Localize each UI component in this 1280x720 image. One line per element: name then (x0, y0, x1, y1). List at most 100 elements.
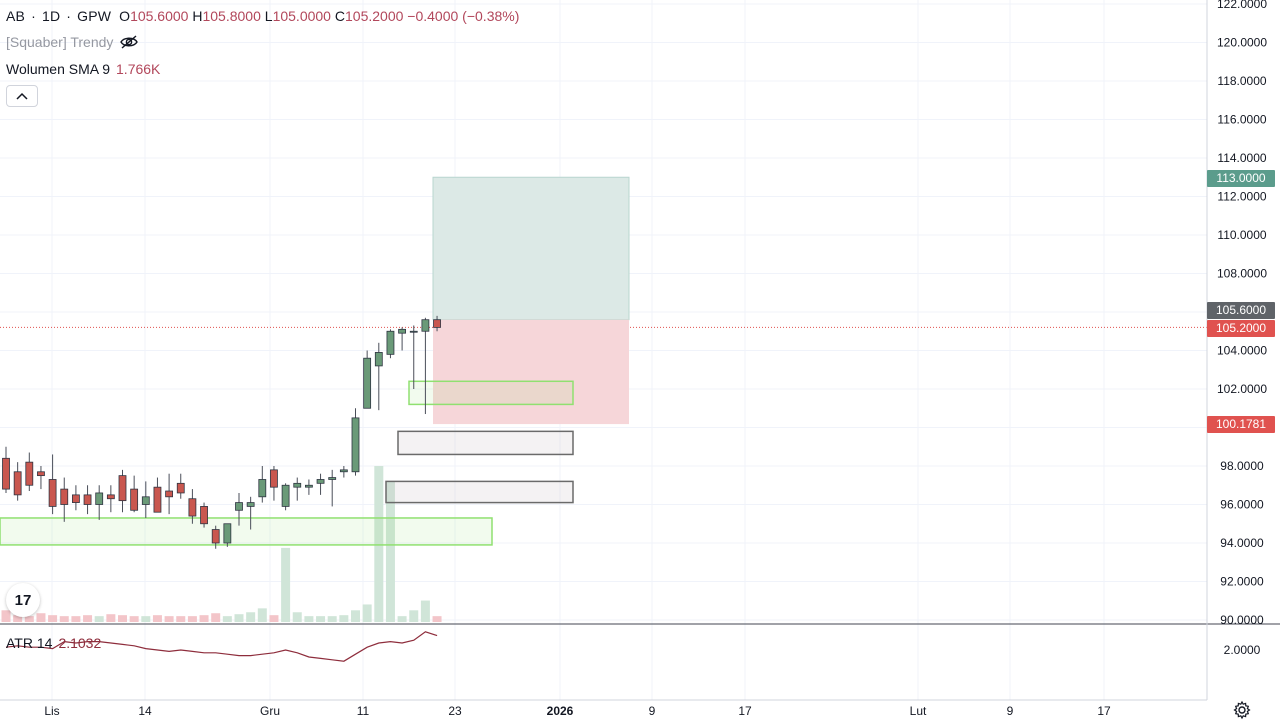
price-tick-label: 120.0000 (1217, 36, 1267, 50)
atr-legend[interactable]: ATR 14 2.1032 (6, 635, 101, 651)
price-tick-label: 114.0000 (1217, 151, 1266, 165)
symbol-name[interactable]: AB (6, 8, 26, 24)
long-position-tool[interactable] (432, 176, 630, 425)
support-zone (0, 517, 493, 546)
indicator-name: [Squaber] Trendy (6, 34, 114, 50)
time-tick-label: 2026 (547, 704, 574, 718)
candle-body (25, 461, 34, 486)
candlestick-series (2, 315, 441, 549)
volume-bar (36, 613, 46, 622)
candle-body (37, 471, 45, 477)
candle-body (293, 482, 302, 488)
candle-body (386, 330, 395, 355)
volume-bar (211, 613, 221, 622)
price-tick-label: 92.0000 (1220, 575, 1264, 589)
candle-body (72, 494, 80, 503)
candle-body (106, 494, 115, 500)
volume-bars (1, 466, 442, 622)
volume-bar (257, 608, 267, 622)
volume-bar (118, 615, 127, 622)
price-axis[interactable]: 122.0000 120.0000 118.0000 116.0000 114.0000… (1206, 0, 1267, 700)
volume-bar (409, 610, 419, 622)
zone-boxes[interactable] (0, 380, 574, 546)
candle-body (223, 523, 232, 544)
timeframe[interactable]: 1D (41, 8, 61, 24)
collapse-legend-button[interactable] (6, 85, 38, 107)
settings-gear-icon[interactable] (1232, 700, 1252, 720)
volume-bar (94, 616, 104, 622)
volume-bar (432, 616, 442, 622)
candle-body (374, 352, 383, 367)
indicator-legend-trendy[interactable]: [Squaber] Trendy (6, 34, 139, 50)
atr-tick-label: 2.0000 (1224, 643, 1261, 657)
time-tick-label: Lis (44, 704, 59, 718)
time-tick-label: 9 (1007, 704, 1014, 718)
candle-body (235, 502, 243, 511)
candle-body (398, 328, 407, 334)
volume-bar (187, 616, 197, 622)
high-key: H (192, 8, 203, 24)
indicator-value: 1.766K (116, 61, 161, 77)
volume-bar (304, 616, 314, 622)
time-tick-label: Gru (260, 704, 280, 718)
atr-line (5, 631, 438, 662)
neutral-zone (385, 480, 574, 504)
candle-body (2, 457, 10, 490)
time-axis[interactable]: Lis 14 Gru 11 23 2026 9 17 Lut 9 17 (0, 699, 1207, 718)
volume-bar (83, 615, 93, 622)
volume-bar (397, 616, 407, 622)
volume-bar (316, 616, 326, 622)
candle-body (258, 479, 267, 498)
candle-body (153, 486, 162, 513)
volume-bar (106, 614, 116, 622)
volume-bar (362, 604, 372, 622)
candle-body (351, 417, 360, 473)
volume-bar (71, 616, 81, 622)
price-tick-label: 90.0000 (1220, 613, 1264, 627)
candle-body (141, 496, 150, 505)
volume-bar (129, 616, 139, 622)
target-zone (432, 176, 630, 321)
time-tick-label: 17 (738, 704, 752, 718)
time-tick-label: 17 (1097, 704, 1111, 718)
tradingview-logo[interactable]: 17 (6, 583, 40, 617)
candle-body (409, 330, 418, 333)
volume-bar (152, 615, 162, 622)
candle-body (200, 506, 208, 525)
indicator-legend-volume[interactable]: Wolumen SMA 9 1.766K (6, 61, 160, 77)
price-tick-label: 118.0000 (1217, 74, 1266, 88)
volume-bar (281, 547, 291, 622)
open-price-badge: 105.6000 (1207, 302, 1275, 319)
price-tick-label: 110.0000 (1217, 228, 1266, 242)
change-value: −0.4000 (−0.38%) (407, 8, 520, 24)
price-tick-label: 104.0000 (1217, 344, 1267, 358)
candle-body (421, 319, 430, 332)
separator-dot: · (31, 8, 36, 24)
volume-bar (59, 616, 69, 622)
atr-name: ATR 14 (6, 635, 53, 651)
volume-bar (327, 616, 337, 622)
eye-hidden-icon[interactable] (119, 34, 139, 50)
candle-body (60, 488, 69, 505)
candle-body (270, 469, 278, 488)
indicator-name: Wolumen SMA 9 (6, 61, 111, 77)
candle-body (48, 479, 57, 507)
volume-bar (176, 616, 186, 622)
candle-body (13, 471, 22, 496)
price-tick-label: 102.0000 (1217, 382, 1267, 396)
price-tick-label: 116.0000 (1217, 113, 1266, 127)
open-key: O (119, 8, 131, 24)
candle-body (95, 492, 104, 505)
volume-bar (13, 615, 23, 622)
volume-bar (1, 610, 11, 622)
price-tick-label: 122.0000 (1217, 0, 1267, 11)
last-price-badge: 105.2000 (1207, 320, 1275, 337)
candle-body (339, 469, 348, 473)
close-key: C (334, 8, 345, 24)
low-value: 105.0000 (272, 8, 331, 24)
open-value: 105.6000 (130, 8, 189, 24)
candle-body (211, 529, 220, 544)
candle-body (246, 502, 255, 507)
volume-bar (351, 610, 360, 622)
